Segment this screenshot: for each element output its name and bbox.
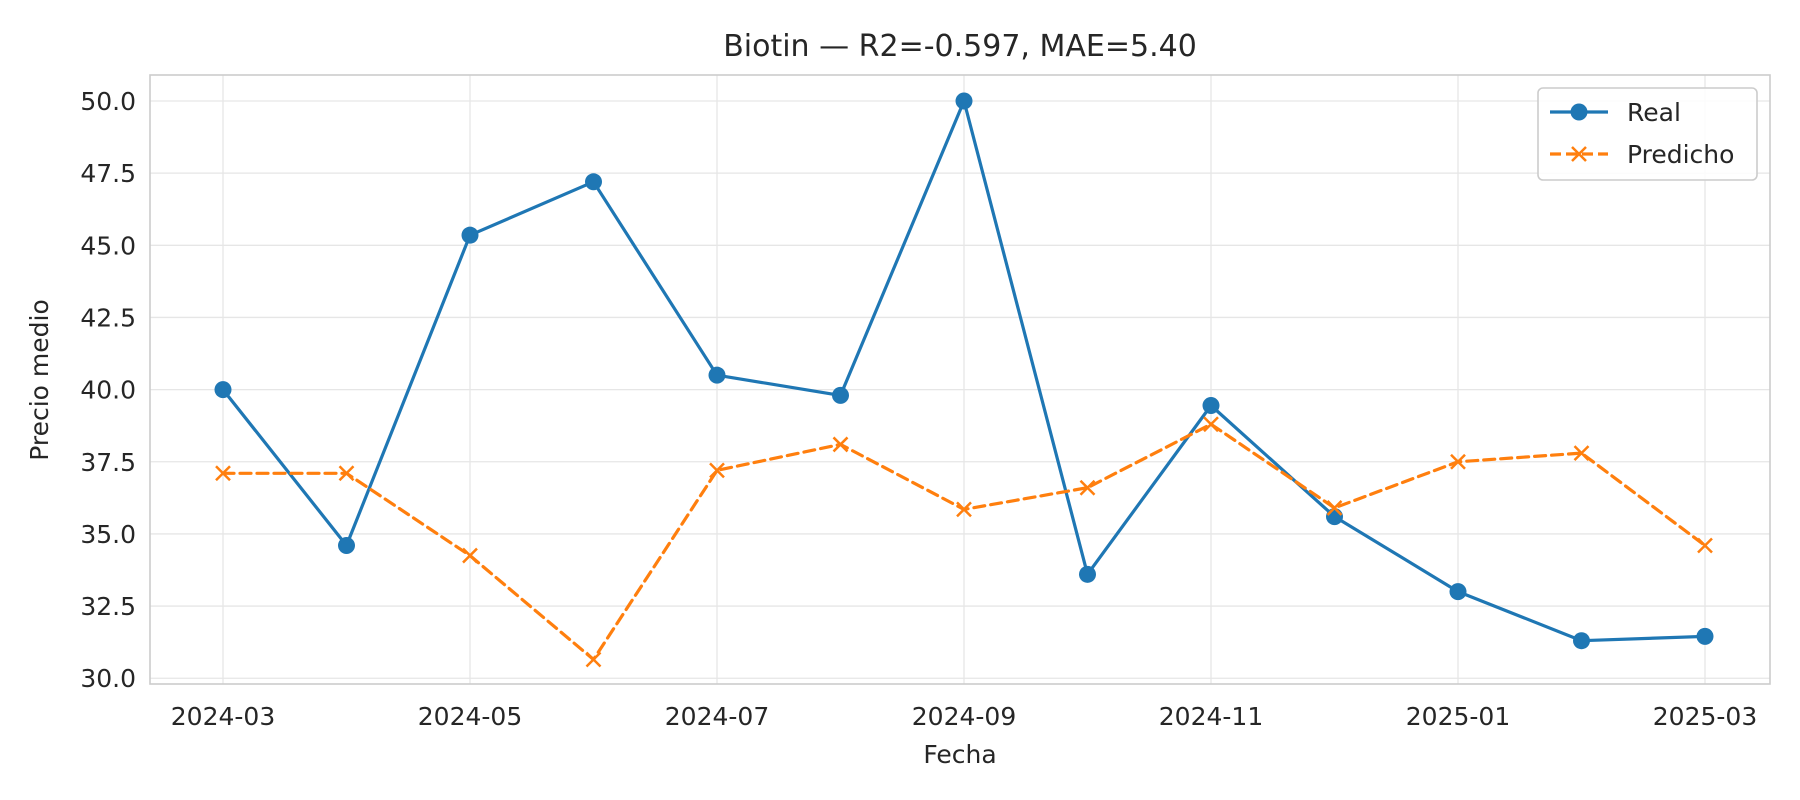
- y-tick-label: 42.5: [80, 303, 136, 332]
- data-point-real: [1573, 632, 1590, 650]
- data-point-predicho: [338, 465, 355, 482]
- data-point-real: [1449, 583, 1467, 601]
- data-point-predicho: [1697, 537, 1713, 554]
- data-point-predicho: [1450, 453, 1466, 470]
- data-point-predicho: [215, 465, 231, 482]
- data-point-real: [585, 173, 602, 191]
- y-tick-label: 32.5: [80, 592, 136, 621]
- x-tick-label: 2025-01: [1406, 702, 1510, 731]
- data-point-predicho: [1326, 500, 1343, 516]
- legend-label-real: Real: [1627, 98, 1681, 127]
- data-point-predicho: [709, 462, 725, 479]
- x-axis-label: Fecha: [923, 740, 996, 769]
- series: [214, 92, 1714, 668]
- x-tick-label: 2024-03: [171, 702, 275, 731]
- y-tick-label: 30.0: [80, 664, 136, 693]
- legend-marker-predicho: [1571, 146, 1587, 162]
- data-point-predicho: [1203, 416, 1219, 433]
- data-point-real: [338, 536, 355, 554]
- y-tick-label: 47.5: [80, 159, 136, 188]
- x-tick-label: 2024-05: [418, 702, 522, 731]
- data-point-real: [214, 381, 232, 399]
- data-point-real: [1079, 565, 1096, 583]
- y-tick-labels: 30.0 32.5 35.0 37.5 40.0 42.5 45.0 47.5 50.0: [80, 87, 136, 693]
- data-point-real: [1202, 396, 1220, 414]
- legend: Real Predicho: [1537, 87, 1758, 181]
- data-point-predicho: [956, 501, 972, 518]
- y-tick-label: 37.5: [80, 448, 136, 477]
- data-point-predicho: [1573, 445, 1590, 461]
- x-tick-label: 2025-03: [1653, 702, 1757, 731]
- y-tick-label: 40.0: [80, 376, 136, 405]
- data-point-real: [461, 226, 479, 244]
- data-point-predicho: [1079, 479, 1096, 496]
- y-tick-label: 35.0: [80, 520, 136, 549]
- chart-title: Biotin — R2=-0.597, MAE=5.40: [723, 29, 1197, 64]
- data-point-real: [832, 386, 849, 404]
- x-tick-label: 2024-07: [665, 702, 769, 731]
- y-tick-label: 50.0: [80, 87, 136, 116]
- data-point-predicho: [462, 547, 478, 564]
- data-point-real: [1696, 627, 1714, 645]
- legend-marker-real: [1570, 103, 1588, 121]
- x-tick-labels: 2024-03 2024-05 2024-07 2024-09 2024-11 2025-…: [171, 702, 1757, 731]
- grid: [150, 75, 1770, 684]
- data-point-real: [708, 366, 726, 384]
- x-tick-label: 2024-09: [912, 702, 1016, 731]
- x-tick-label: 2024-11: [1159, 702, 1263, 731]
- data-point-real: [955, 92, 973, 110]
- data-point-predicho: [832, 436, 849, 453]
- data-point-real: [1326, 508, 1343, 526]
- data-point-predicho: [585, 651, 602, 668]
- plot-frame: [149, 74, 1771, 685]
- legend-label-predicho: Predicho: [1627, 140, 1734, 169]
- y-tick-label: 45.0: [80, 231, 136, 260]
- y-axis-label: Precio medio: [25, 299, 54, 461]
